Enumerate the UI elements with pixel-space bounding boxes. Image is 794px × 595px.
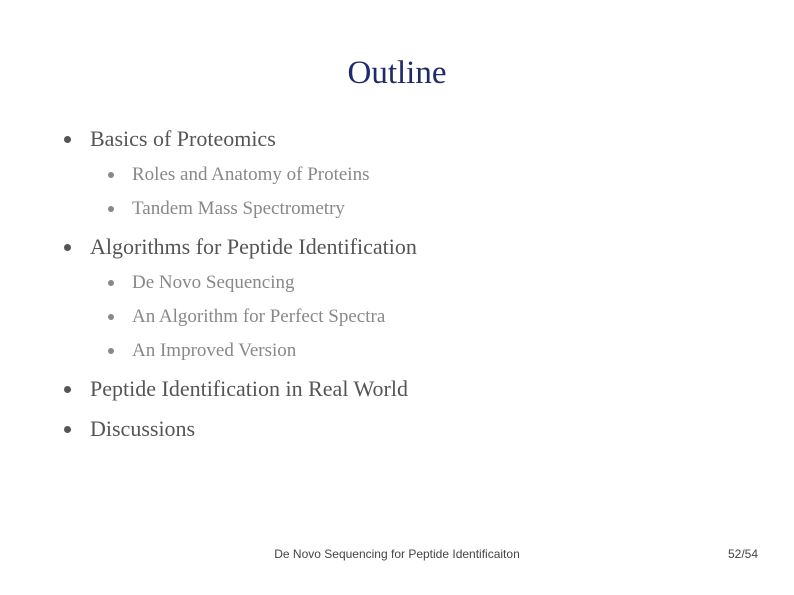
list-item-label: Peptide Identification in Real World bbox=[90, 376, 408, 401]
sublist: Roles and Anatomy of Proteins Tandem Mas… bbox=[90, 164, 754, 220]
list-item-label: Algorithms for Peptide Identification bbox=[90, 234, 417, 259]
page-number: 52/54 bbox=[728, 547, 758, 561]
slide-content: Basics of Proteomics Roles and Anatomy o… bbox=[0, 126, 794, 442]
outline-list: Basics of Proteomics Roles and Anatomy o… bbox=[64, 126, 754, 442]
list-item: De Novo Sequencing bbox=[108, 272, 754, 294]
sublist: De Novo Sequencing An Algorithm for Perf… bbox=[90, 272, 754, 362]
list-item-label: Discussions bbox=[90, 416, 195, 441]
slide-title: Outline bbox=[0, 0, 794, 112]
slide: Outline Basics of Proteomics Roles and A… bbox=[0, 0, 794, 595]
list-item-label: Tandem Mass Spectrometry bbox=[132, 198, 345, 219]
list-item: Discussions bbox=[64, 416, 754, 442]
list-item: Tandem Mass Spectrometry bbox=[108, 198, 754, 220]
list-item-label: Roles and Anatomy of Proteins bbox=[132, 164, 369, 185]
list-item: Algorithms for Peptide Identification De… bbox=[64, 234, 754, 362]
list-item-label: De Novo Sequencing bbox=[132, 272, 295, 293]
list-item: Peptide Identification in Real World bbox=[64, 376, 754, 402]
list-item: Roles and Anatomy of Proteins bbox=[108, 164, 754, 186]
list-item-label: An Algorithm for Perfect Spectra bbox=[132, 306, 385, 327]
list-item-label: An Improved Version bbox=[132, 340, 296, 361]
slide-footer: De Novo Sequencing for Peptide Identific… bbox=[0, 547, 794, 567]
footer-title: De Novo Sequencing for Peptide Identific… bbox=[274, 547, 520, 561]
list-item-label: Basics of Proteomics bbox=[90, 126, 276, 151]
list-item: An Improved Version bbox=[108, 340, 754, 362]
list-item: Basics of Proteomics Roles and Anatomy o… bbox=[64, 126, 754, 220]
list-item: An Algorithm for Perfect Spectra bbox=[108, 306, 754, 328]
